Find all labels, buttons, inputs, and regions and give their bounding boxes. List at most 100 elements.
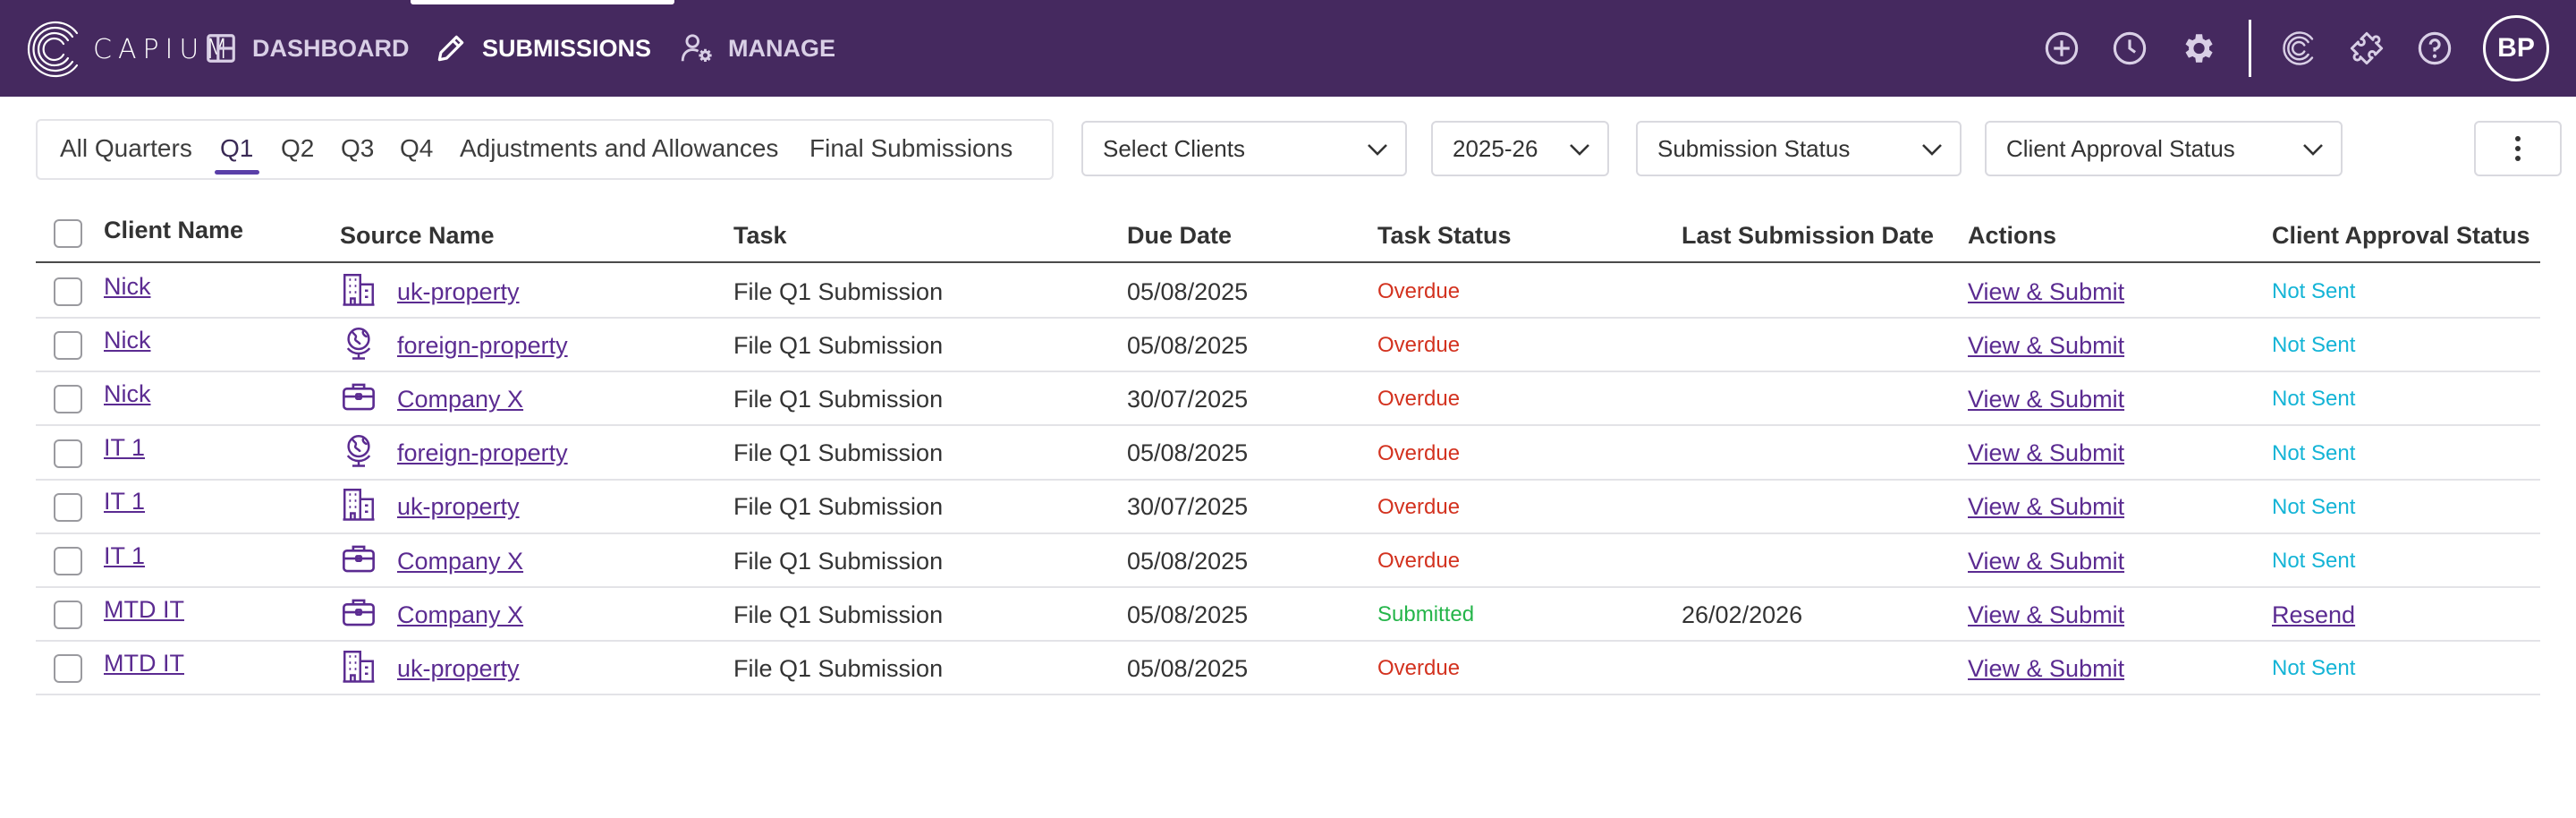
client-name-link[interactable]: IT 1 xyxy=(104,541,146,569)
user-avatar[interactable]: BP xyxy=(2483,15,2549,81)
tab-q4[interactable]: Q4 xyxy=(400,134,434,162)
col-task[interactable]: Task xyxy=(733,222,787,249)
briefcase-icon xyxy=(343,383,375,411)
last-submission-date: 26/02/2026 xyxy=(1682,601,1803,628)
client-name-link[interactable]: Nick xyxy=(104,326,151,354)
tab-adjustments-allowances[interactable]: Adjustments and Allowances xyxy=(460,134,779,162)
source-name-link[interactable]: Company X xyxy=(397,547,524,575)
source-icon-slot xyxy=(340,324,397,368)
task-text: File Q1 Submission xyxy=(733,601,944,628)
client-approval-status: Not Sent xyxy=(2272,387,2356,412)
col-due-date[interactable]: Due Date xyxy=(1127,222,1233,249)
table-row: Nick foreign-property File Q1 Submission… xyxy=(36,319,2540,373)
nav-dashboard[interactable]: DASHBOARD xyxy=(204,0,410,97)
active-tab-indicator xyxy=(215,170,259,175)
help-button[interactable] xyxy=(2415,29,2454,68)
source-name-link[interactable]: uk-property xyxy=(397,277,520,305)
tab-final-submissions[interactable]: Final Submissions xyxy=(809,134,1013,162)
source-cell: uk-property xyxy=(340,642,520,695)
building-icon xyxy=(343,489,375,522)
view-submit-link[interactable]: View & Submit xyxy=(1968,654,2125,682)
col-client-approval-status[interactable]: Client Approval Status xyxy=(2272,222,2530,249)
source-icon-slot xyxy=(340,270,397,314)
task-status: Overdue xyxy=(1377,494,1461,519)
client-name-link[interactable]: MTD IT xyxy=(104,595,184,623)
source-icon-slot xyxy=(340,593,397,637)
view-submit-link[interactable]: View & Submit xyxy=(1968,493,2125,521)
source-name-link[interactable]: Company X xyxy=(397,601,524,628)
due-date: 05/08/2025 xyxy=(1127,331,1249,359)
client-name-link[interactable]: IT 1 xyxy=(104,434,146,462)
submission-status-dropdown[interactable]: Submission Status xyxy=(1636,121,1962,176)
source-name-link[interactable]: Company X xyxy=(397,385,524,413)
year-dropdown[interactable]: 2025-26 xyxy=(1431,121,1609,176)
row-checkbox[interactable] xyxy=(54,492,82,522)
view-submit-link[interactable]: View & Submit xyxy=(1968,439,2125,467)
client-name-link[interactable]: MTD IT xyxy=(104,649,184,677)
chevron-down-icon xyxy=(1922,144,1942,156)
capium-logo[interactable]: CAPIUM xyxy=(25,18,234,81)
row-checkbox[interactable] xyxy=(54,654,82,684)
row-checkbox[interactable] xyxy=(54,547,82,575)
row-checkbox[interactable] xyxy=(54,385,82,414)
source-cell: Company X xyxy=(340,534,523,588)
col-last-submission-date[interactable]: Last Submission Date xyxy=(1682,222,1935,249)
client-name-link[interactable]: Nick xyxy=(104,272,151,300)
view-submit-link[interactable]: View & Submit xyxy=(1968,547,2125,575)
tab-q2[interactable]: Q2 xyxy=(281,134,315,162)
task-status: Overdue xyxy=(1377,440,1461,465)
select-clients-dropdown[interactable]: Select Clients xyxy=(1081,121,1407,176)
row-checkbox[interactable] xyxy=(54,439,82,468)
client-name-link[interactable]: Nick xyxy=(104,379,151,407)
integrations-button[interactable] xyxy=(2347,29,2386,68)
col-client-name[interactable]: Client Name xyxy=(104,217,244,243)
source-name-link[interactable]: foreign-property xyxy=(397,331,568,359)
add-button[interactable] xyxy=(2042,29,2081,68)
more-options-button[interactable] xyxy=(2474,121,2562,176)
source-name-link[interactable]: foreign-property xyxy=(397,439,568,467)
view-submit-link[interactable]: View & Submit xyxy=(1968,331,2125,359)
select-all-checkbox[interactable] xyxy=(54,219,82,248)
col-source-name[interactable]: Source Name xyxy=(340,222,495,249)
task-text: File Q1 Submission xyxy=(733,547,944,575)
source-icon-slot xyxy=(340,647,397,691)
gear-icon xyxy=(2185,34,2213,63)
view-submit-link[interactable]: View & Submit xyxy=(1968,601,2125,628)
row-checkbox[interactable] xyxy=(54,601,82,630)
table-row: IT 1 foreign-property File Q1 Submission… xyxy=(36,427,2540,481)
client-approval-status: Not Sent xyxy=(2272,494,2356,519)
source-name-link[interactable]: uk-property xyxy=(397,493,520,521)
source-icon-slot xyxy=(340,485,397,529)
source-name-link[interactable]: uk-property xyxy=(397,654,520,682)
nav-submissions[interactable]: SUBMISSIONS xyxy=(410,0,675,97)
task-status: Overdue xyxy=(1377,387,1461,412)
view-submit-link[interactable]: View & Submit xyxy=(1968,277,2125,305)
globe-icon xyxy=(346,435,371,467)
task-text: File Q1 Submission xyxy=(733,439,944,467)
client-approval-status-dropdown[interactable]: Client Approval Status xyxy=(1985,121,2343,176)
capium-apps-button[interactable] xyxy=(2280,29,2319,68)
source-icon-slot xyxy=(340,431,397,475)
tab-all-quarters[interactable]: All Quarters xyxy=(60,134,192,162)
row-checkbox[interactable] xyxy=(54,331,82,361)
user-settings-icon xyxy=(681,34,712,63)
resend-link[interactable]: Resend xyxy=(2272,601,2356,628)
due-date: 30/07/2025 xyxy=(1127,385,1249,413)
due-date: 05/08/2025 xyxy=(1127,654,1249,682)
tab-q1[interactable]: Q1 xyxy=(220,134,254,162)
settings-button[interactable] xyxy=(2178,29,2217,68)
row-checkbox[interactable] xyxy=(54,277,82,306)
source-cell: Company X xyxy=(340,588,523,642)
client-name-link[interactable]: IT 1 xyxy=(104,488,146,516)
client-approval-status: Not Sent xyxy=(2272,279,2356,303)
table-row: IT 1 Company X File Q1 Submission 05/08/… xyxy=(36,534,2540,588)
add-circle-icon xyxy=(2045,31,2079,65)
client-approval-status-label: Client Approval Status xyxy=(2006,134,2235,162)
col-task-status[interactable]: Task Status xyxy=(1377,222,1512,249)
task-status: Overdue xyxy=(1377,549,1461,573)
history-button[interactable] xyxy=(2110,29,2149,68)
tab-q3[interactable]: Q3 xyxy=(341,134,375,162)
source-icon-slot xyxy=(340,540,397,584)
nav-manage[interactable]: MANAGE xyxy=(680,0,835,97)
view-submit-link[interactable]: View & Submit xyxy=(1968,385,2125,413)
